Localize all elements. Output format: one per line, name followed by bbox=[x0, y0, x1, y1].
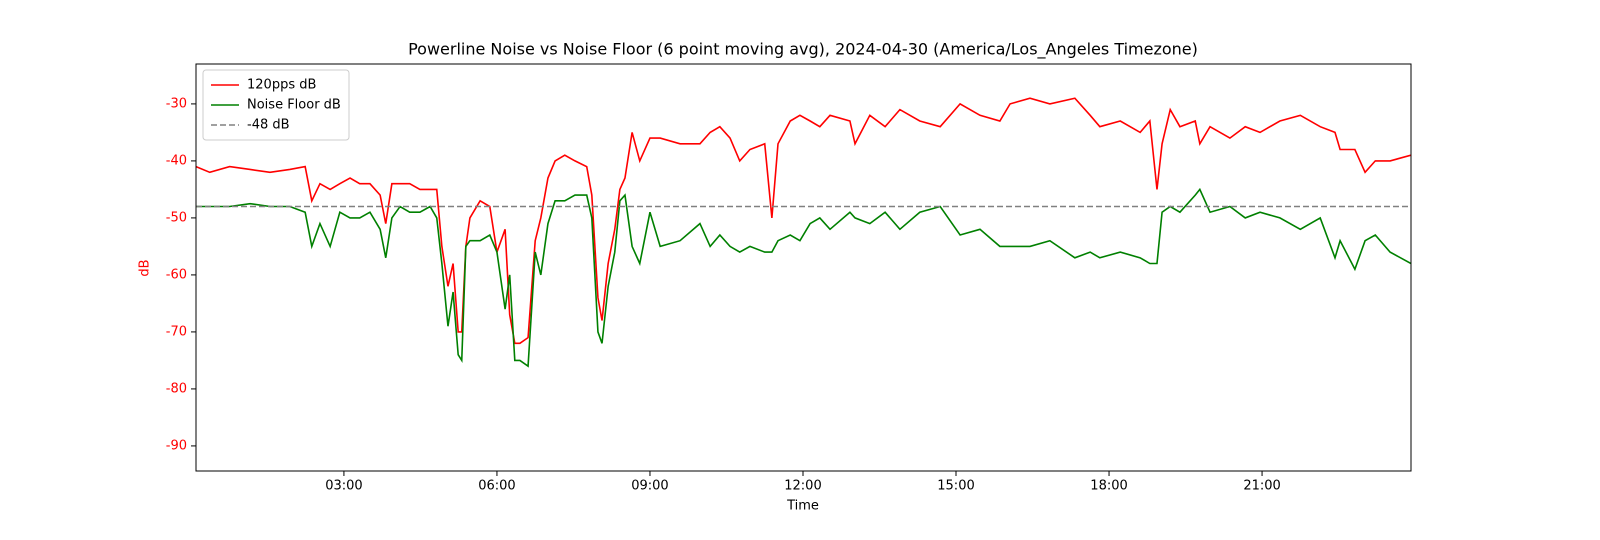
y-tick-label: -60 bbox=[166, 267, 187, 282]
legend-label: 120pps dB bbox=[247, 78, 316, 93]
y-tick-label: -30 bbox=[166, 96, 187, 111]
legend-label: -48 dB bbox=[247, 118, 290, 133]
plot-frame bbox=[195, 63, 1412, 472]
legend-label: Noise Floor dB bbox=[247, 98, 341, 113]
x-tick-label: 03:00 bbox=[325, 479, 362, 494]
y-tick-label: -50 bbox=[166, 210, 187, 225]
x-tick-label: 06:00 bbox=[478, 479, 515, 494]
x-tick-label: 18:00 bbox=[1090, 479, 1127, 494]
series-line bbox=[196, 187, 1411, 368]
y-tick-label: -90 bbox=[166, 438, 187, 453]
y-axis-label: dB bbox=[138, 259, 153, 276]
x-axis-label: Time bbox=[786, 499, 819, 514]
x-tick-label: 09:00 bbox=[631, 479, 668, 494]
x-tick-label: 15:00 bbox=[937, 479, 974, 494]
legend-box bbox=[202, 69, 350, 141]
y-tick-label: -80 bbox=[166, 381, 187, 396]
x-tick-label: 12:00 bbox=[784, 479, 821, 494]
y-tick-label: -70 bbox=[166, 324, 187, 339]
chart-title: Powerline Noise vs Noise Floor (6 point … bbox=[408, 40, 1198, 60]
x-tick-label: 21:00 bbox=[1243, 479, 1280, 494]
series-line bbox=[196, 97, 1411, 345]
y-tick-label: -40 bbox=[166, 153, 187, 168]
